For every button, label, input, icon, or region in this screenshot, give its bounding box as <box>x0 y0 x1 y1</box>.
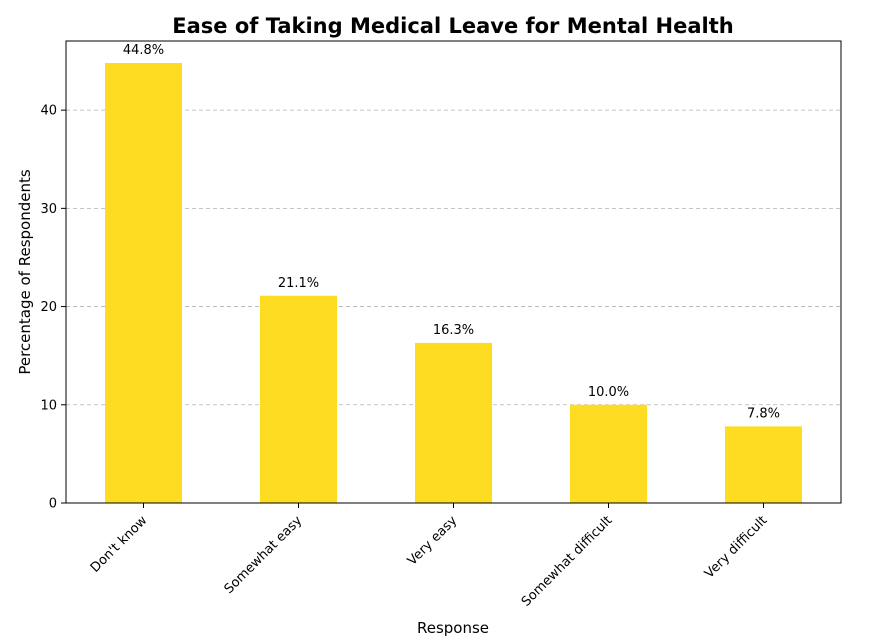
bar <box>570 404 647 503</box>
y-tick-label: 20 <box>40 300 57 315</box>
x-axis-label: Response <box>417 619 489 637</box>
bar <box>415 342 492 503</box>
bar <box>105 63 182 503</box>
x-axis-ticks: Don't know Somewhat easy Very easy Somewhat… <box>88 503 770 610</box>
bars <box>105 63 802 503</box>
data-labels: 44.8% 21.1% 16.3% 10.0% 7.8% <box>123 43 780 421</box>
y-tick-label: 10 <box>40 398 57 413</box>
y-tick-label: 0 <box>49 497 57 512</box>
x-tick-label: Very difficult <box>702 513 770 581</box>
y-tick-label: 30 <box>40 202 57 217</box>
x-tick-label: Very easy <box>405 513 461 569</box>
y-tick-label: 40 <box>40 104 57 119</box>
bar-value-label: 44.8% <box>123 43 164 58</box>
bar-value-label: 21.1% <box>278 276 319 291</box>
x-tick-label: Don't know <box>88 513 151 576</box>
bar-value-label: 16.3% <box>433 323 474 338</box>
bar-value-label: 10.0% <box>588 385 629 400</box>
y-axis-label: Percentage of Respondents <box>16 169 34 375</box>
bar <box>260 295 337 503</box>
x-tick-label: Somewhat easy <box>222 513 306 597</box>
bar-value-label: 7.8% <box>747 406 780 421</box>
y-axis-ticks: 0 10 20 30 40 <box>40 104 66 512</box>
x-tick-label: Somewhat difficult <box>519 513 615 609</box>
chart-title: Ease of Taking Medical Leave for Mental … <box>172 14 733 38</box>
bar <box>725 426 802 503</box>
